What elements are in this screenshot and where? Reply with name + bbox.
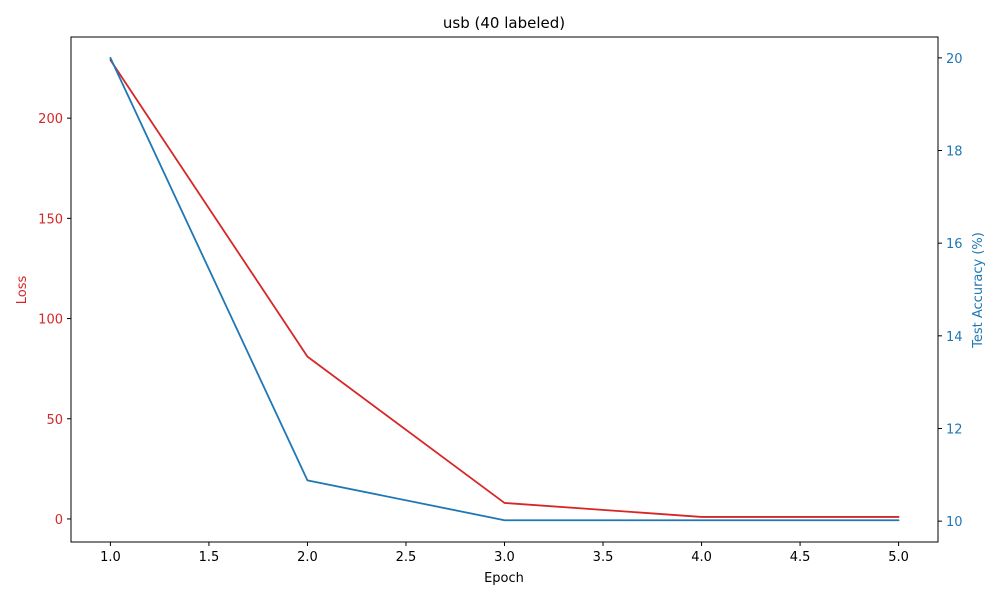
y-right-tick-label: 18 bbox=[946, 145, 963, 160]
y-right-tick-label: 16 bbox=[946, 237, 963, 252]
series-layer bbox=[109, 56, 900, 522]
y-left-tick-label: 150 bbox=[38, 212, 63, 227]
y-left-tick-label: 100 bbox=[38, 313, 63, 328]
accuracy-series-line bbox=[109, 56, 900, 522]
y-right-tick-label: 20 bbox=[946, 52, 963, 67]
y-right-axis-label: Test Accuracy (%) bbox=[971, 232, 986, 349]
y-left-tick-label: 50 bbox=[46, 413, 63, 428]
y-right-axis-ticks: 10 12 14 16 18 20 bbox=[938, 52, 963, 530]
plot-frame bbox=[70, 36, 939, 543]
x-tick-label: 5.0 bbox=[888, 550, 909, 565]
y-right-tick-label: 14 bbox=[946, 330, 963, 345]
x-axis-label: Epoch bbox=[484, 571, 524, 586]
x-tick-label: 2.5 bbox=[396, 550, 417, 565]
x-tick-label: 1.0 bbox=[100, 550, 121, 565]
chart-title: usb (40 labeled) bbox=[443, 14, 565, 32]
y-right-tick-label: 10 bbox=[946, 515, 963, 530]
y-right-tick-label: 12 bbox=[946, 422, 963, 437]
x-tick-label: 4.5 bbox=[790, 550, 811, 565]
y-left-tick-label: 200 bbox=[38, 112, 63, 127]
y-left-tick-label: 0 bbox=[55, 513, 63, 528]
loss-series-line bbox=[109, 59, 900, 518]
x-axis-ticks: 1.0 1.5 2.0 2.5 3.0 3.5 4.0 4.5 5.0 bbox=[100, 542, 909, 565]
x-tick-label: 2.0 bbox=[297, 550, 318, 565]
x-tick-label: 3.5 bbox=[593, 550, 614, 565]
x-tick-label: 1.5 bbox=[199, 550, 220, 565]
y-left-axis-label: Loss bbox=[15, 276, 30, 305]
x-tick-label: 3.0 bbox=[494, 550, 515, 565]
y-left-axis-ticks: 0 50 100 150 200 bbox=[38, 112, 71, 528]
x-tick-label: 4.0 bbox=[691, 550, 712, 565]
